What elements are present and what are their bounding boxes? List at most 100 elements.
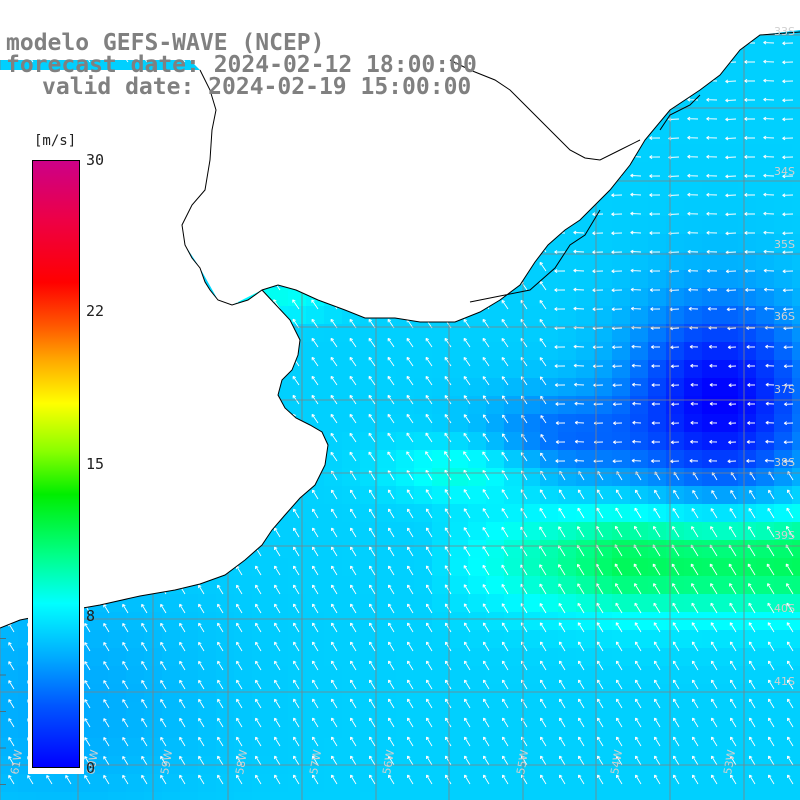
field-cell	[378, 594, 397, 613]
wind-arrow	[649, 136, 661, 140]
field-cell	[378, 342, 397, 361]
field-cell	[306, 648, 325, 667]
wind-arrow	[783, 459, 794, 464]
lon-label: 59W	[158, 749, 175, 776]
wind-arrow	[614, 525, 623, 538]
wind-arrow	[630, 287, 642, 292]
field-cell	[504, 594, 523, 613]
wind-arrow	[692, 717, 699, 728]
wind-arrow	[558, 583, 566, 595]
wind-arrow	[312, 660, 319, 671]
wind-arrow	[103, 680, 110, 690]
field-cell	[738, 450, 757, 469]
wind-arrow	[103, 755, 110, 766]
field-cell	[90, 630, 109, 649]
field-cell	[774, 468, 793, 487]
wind-arrow	[653, 525, 661, 538]
field-cell	[468, 792, 487, 800]
field-cell	[108, 648, 127, 667]
wind-arrow	[573, 268, 585, 273]
wind-arrow	[692, 736, 699, 747]
wind-arrow	[554, 288, 566, 292]
field-cell	[396, 702, 415, 721]
wind-arrow	[615, 489, 623, 500]
field-cell	[0, 756, 19, 775]
wind-arrow	[670, 364, 680, 369]
field-cell	[198, 738, 217, 757]
field-cell	[720, 774, 739, 793]
wind-arrow	[331, 584, 338, 595]
wind-arrow	[387, 356, 395, 367]
field-cell	[450, 630, 469, 649]
field-cell	[684, 144, 703, 163]
field-cell	[720, 648, 739, 667]
wind-arrow	[350, 755, 357, 766]
wind-arrow	[710, 602, 718, 614]
wind-arrow	[502, 660, 509, 671]
field-cell	[432, 468, 451, 487]
field-cell	[774, 270, 793, 289]
field-cell	[648, 648, 667, 667]
field-cell	[774, 594, 793, 613]
field-cell	[630, 234, 649, 253]
field-cell	[468, 630, 487, 649]
wind-arrow	[749, 489, 756, 500]
wind-arrow	[611, 288, 623, 293]
wind-arrow	[687, 211, 699, 216]
field-cell	[450, 342, 469, 361]
wind-arrow	[426, 774, 433, 785]
field-cell	[180, 648, 199, 667]
field-cell	[414, 774, 433, 793]
field-cell	[666, 144, 685, 163]
field-cell	[378, 414, 397, 433]
field-cell	[648, 630, 667, 649]
field-cell	[702, 540, 721, 559]
field-cell	[432, 720, 451, 739]
wind-arrow	[763, 135, 775, 140]
field-cell	[378, 450, 397, 469]
wind-arrow	[673, 679, 680, 690]
wind-arrow	[274, 622, 281, 633]
field-cell	[684, 288, 703, 307]
wind-arrow	[445, 736, 452, 747]
wind-arrow	[445, 622, 452, 633]
wind-arrow	[407, 698, 414, 709]
wind-arrow	[631, 344, 642, 349]
wind-arrow	[444, 565, 452, 576]
wind-arrow	[597, 660, 604, 671]
field-cell	[180, 774, 199, 793]
field-cell	[432, 648, 451, 667]
field-cell	[558, 414, 577, 433]
field-cell	[414, 504, 433, 523]
wind-arrow	[706, 249, 718, 254]
wind-arrow	[274, 774, 281, 785]
field-cell	[792, 540, 800, 559]
wind-arrow	[350, 603, 357, 614]
field-cell	[756, 792, 775, 800]
field-cell	[576, 432, 595, 451]
field-cell	[756, 126, 775, 145]
wind-arrow	[502, 736, 509, 747]
wind-arrow	[559, 660, 566, 671]
wind-arrow	[539, 338, 547, 348]
wind-arrow	[369, 717, 376, 728]
wind-arrow	[558, 564, 566, 576]
field-cell	[360, 414, 379, 433]
field-cell	[414, 630, 433, 649]
field-cell	[666, 468, 685, 487]
field-cell	[630, 198, 649, 217]
wind-arrow	[558, 641, 566, 652]
wind-arrow	[763, 40, 775, 45]
field-cell	[0, 774, 19, 793]
field-cell	[486, 378, 505, 397]
wind-arrow	[274, 565, 281, 576]
wind-arrow	[611, 269, 623, 274]
wind-arrow	[687, 230, 699, 235]
field-cell	[504, 684, 523, 703]
field-cell	[756, 666, 775, 685]
wind-arrow	[690, 439, 699, 444]
field-cell	[702, 234, 721, 253]
wind-arrow	[577, 583, 585, 595]
wind-arrow	[554, 307, 566, 311]
